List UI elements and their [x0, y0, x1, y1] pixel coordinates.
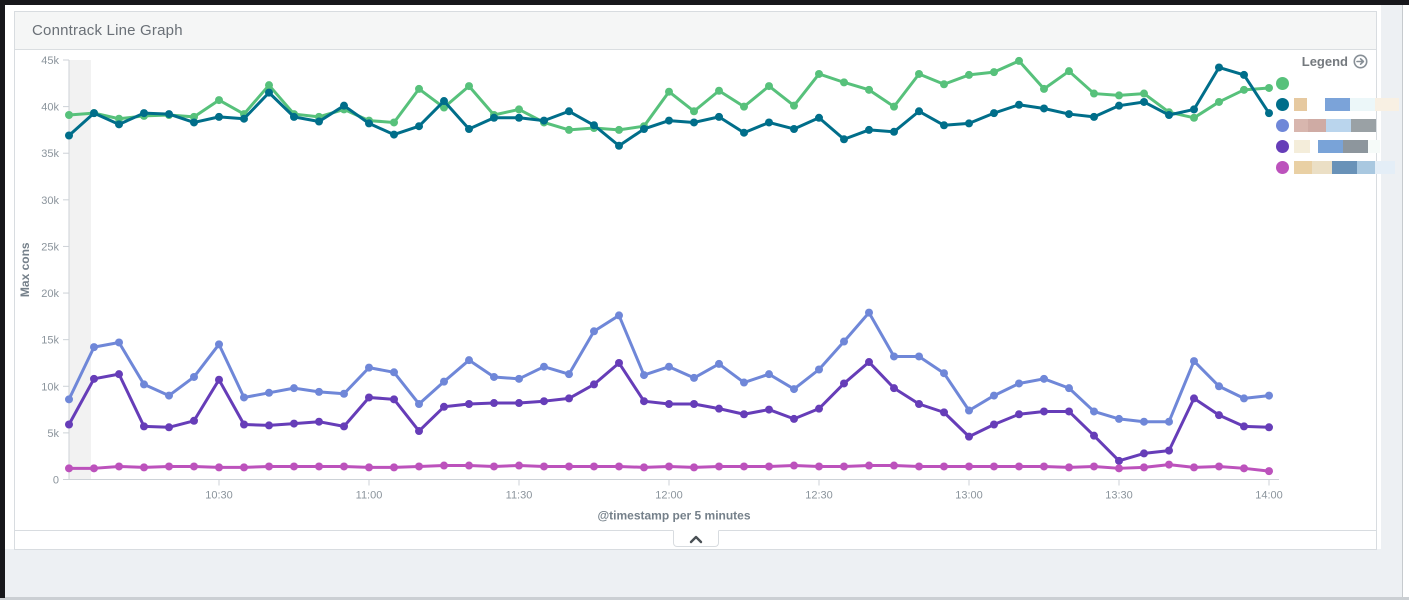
svg-text:12:30: 12:30	[805, 490, 833, 502]
collapse-panel-button[interactable]	[672, 530, 719, 547]
svg-text:0: 0	[53, 475, 59, 487]
svg-text:Max cons: Max cons	[18, 242, 32, 297]
svg-text:20k: 20k	[41, 288, 59, 300]
chevron-up-icon	[689, 535, 702, 543]
window-right-edge	[1402, 5, 1403, 598]
legend-item-series-1[interactable]	[1276, 77, 1374, 90]
page-background-bottom	[5, 549, 1402, 598]
line-chart-area: 0 5k 10k 15k 20k 25k 30k 35k 40k 45k 10:30 11:00 11:…	[15, 50, 1399, 530]
legend: Legend	[1276, 52, 1399, 182]
legend-color-dot	[1276, 140, 1289, 153]
legend-label-redacted	[1294, 161, 1395, 174]
svg-text:30k: 30k	[41, 195, 59, 207]
svg-text:13:30: 13:30	[1105, 490, 1133, 502]
legend-items	[1276, 77, 1399, 174]
svg-text:15k: 15k	[41, 335, 59, 347]
svg-text:13:00: 13:00	[955, 490, 983, 502]
panel-header: Conntrack Line Graph	[15, 12, 1376, 50]
legend-label-redacted	[1294, 140, 1380, 153]
legend-item-series-3[interactable]	[1276, 119, 1376, 132]
panel-title: Conntrack Line Graph	[32, 22, 183, 39]
svg-text:10:30: 10:30	[205, 490, 233, 502]
svg-text:11:30: 11:30	[506, 490, 533, 502]
svg-text:25k: 25k	[41, 241, 59, 253]
legend-toggle-icon[interactable]	[1353, 54, 1368, 69]
window-bottom-edge	[0, 597, 1409, 600]
svg-text:14:00: 14:00	[1255, 490, 1283, 502]
svg-text:40k: 40k	[41, 102, 59, 114]
legend-title: Legend	[1301, 54, 1348, 69]
legend-label-redacted	[1294, 98, 1399, 111]
page-background-right	[1381, 5, 1402, 598]
window-top-border	[0, 0, 1409, 5]
svg-text:45k: 45k	[41, 55, 59, 67]
legend-item-series-5[interactable]	[1276, 161, 1395, 174]
svg-text:35k: 35k	[41, 148, 59, 160]
legend-header[interactable]: Legend	[1276, 52, 1374, 69]
legend-label-redacted	[1294, 119, 1376, 132]
svg-text:12:00: 12:00	[655, 490, 683, 502]
legend-color-dot	[1276, 98, 1289, 111]
window-left-border	[0, 0, 5, 598]
svg-text:@timestamp per 5 minutes: @timestamp per 5 minutes	[597, 509, 750, 523]
svg-text:5k: 5k	[47, 428, 59, 440]
legend-color-dot	[1276, 77, 1289, 90]
line-chart[interactable]: 0 5k 10k 15k 20k 25k 30k 35k 40k 45k 10:30 11:00 11:…	[15, 50, 1376, 530]
legend-item-series-2[interactable]	[1276, 98, 1399, 111]
panel-footer	[15, 530, 1376, 549]
visualization-panel: Conntrack Line Graph 0 5k 10k 15k 20k 25k 30k 3…	[14, 11, 1399, 550]
svg-text:11:00: 11:00	[356, 490, 383, 502]
legend-item-series-4[interactable]	[1276, 140, 1380, 153]
svg-text:10k: 10k	[41, 381, 59, 393]
legend-color-dot	[1276, 119, 1289, 132]
legend-color-dot	[1276, 161, 1289, 174]
